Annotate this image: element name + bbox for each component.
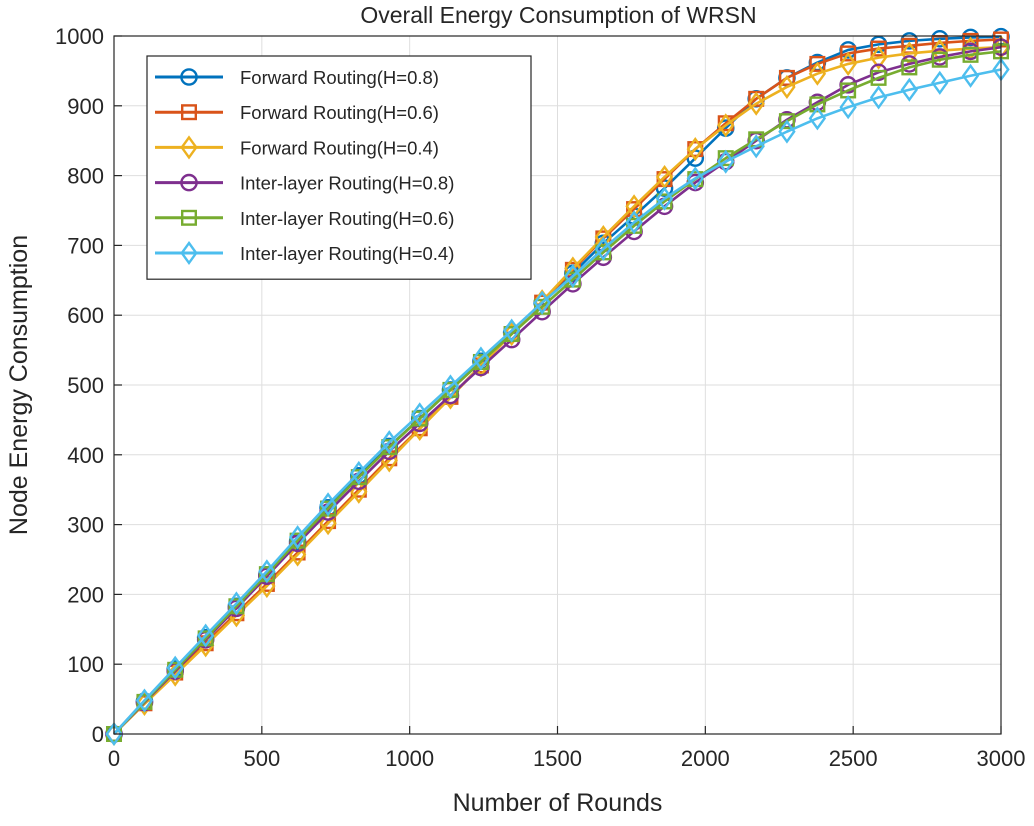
data-point: [105, 721, 123, 747]
x-tick-label: 1500: [533, 746, 582, 771]
legend-label: Inter-layer Routing(H=0.6): [240, 208, 454, 229]
legend-marker: [180, 68, 198, 86]
y-tick-label: 900: [67, 94, 104, 119]
legend-label: Forward Routing(H=0.6): [240, 102, 439, 123]
data-point: [778, 74, 796, 100]
data-point: [839, 95, 857, 120]
data-point: [778, 113, 795, 130]
y-tick-label: 100: [67, 652, 104, 677]
y-tick-label: 200: [67, 582, 104, 607]
data-point: [135, 691, 154, 717]
data-point: [901, 59, 918, 76]
data-point: [564, 264, 582, 289]
legend-item: Forward Routing(H=0.4): [155, 135, 439, 160]
y-tick-label: 500: [67, 373, 104, 398]
legend-label: Forward Routing(H=0.4): [240, 137, 439, 158]
legend-marker: [180, 240, 198, 266]
legend-marker: [180, 173, 198, 192]
legend-marker: [180, 104, 197, 121]
x-tick-label: 3000: [977, 746, 1026, 771]
legend: Forward Routing(H=0.8) Forward Routing(H=…: [146, 55, 532, 280]
data-point: [962, 46, 979, 63]
data-point: [931, 51, 948, 68]
legend-marker: [180, 135, 198, 160]
data-point: [380, 430, 398, 455]
data-point: [288, 542, 307, 567]
data-point: [319, 511, 337, 536]
legend-marker: [180, 209, 197, 226]
data-point: [809, 96, 826, 113]
data-point: [869, 45, 888, 70]
data-point: [594, 224, 613, 250]
data-point: [931, 70, 949, 95]
data-point: [288, 525, 307, 550]
data-point: [961, 63, 980, 88]
chart-title: Overall Energy Consumption of WRSN: [360, 2, 756, 28]
legend-label: Forward Routing(H=0.8): [240, 67, 439, 88]
y-tick-label: 300: [67, 513, 104, 538]
data-point: [441, 374, 460, 399]
y-tick-label: 800: [67, 164, 104, 189]
y-axis-label: Node Energy Consumption: [5, 235, 33, 535]
x-tick-label: 500: [243, 746, 280, 771]
data-point: [717, 113, 735, 138]
data-point: [717, 149, 735, 174]
legend-label: Inter-layer Routing(H=0.8): [240, 173, 454, 194]
y-tick-label: 400: [67, 443, 104, 468]
y-tick-label: 0: [92, 722, 104, 747]
data-point: [870, 69, 887, 86]
legend-label: Inter-layer Routing(H=0.4): [240, 243, 454, 264]
data-point: [808, 106, 827, 131]
legend-item: Inter-layer Routing(H=0.6): [155, 208, 454, 229]
data-point: [809, 55, 826, 72]
y-tick-label: 600: [67, 303, 104, 328]
data-point: [625, 210, 643, 235]
data-point: [778, 69, 795, 86]
data-point: [411, 402, 429, 427]
data-point: [747, 134, 765, 159]
data-point: [840, 45, 857, 62]
data-point: [839, 51, 857, 76]
legend-item: Inter-layer Routing(H=0.4): [155, 240, 454, 266]
data-point: [135, 688, 154, 713]
data-point: [747, 91, 765, 116]
data-point: [869, 85, 888, 110]
data-point: [655, 186, 674, 211]
data-point: [808, 61, 827, 86]
data-point: [319, 492, 337, 517]
data-point: [778, 119, 796, 144]
data-point: [502, 318, 521, 343]
x-tick-label: 2000: [681, 746, 730, 771]
data-point: [533, 290, 551, 315]
data-point: [472, 346, 490, 371]
y-tick-label: 700: [67, 233, 104, 258]
x-tick-label: 0: [108, 746, 120, 771]
x-axis-label: Number of Rounds: [453, 789, 663, 817]
legend-item: Forward Routing(H=0.8): [155, 67, 439, 88]
data-point: [900, 77, 919, 102]
x-tick-label: 1000: [385, 746, 434, 771]
legend-box: [146, 55, 532, 280]
y-tick-label: 1000: [55, 24, 104, 49]
data-point: [686, 137, 704, 162]
data-point: [227, 591, 246, 616]
series-line: [113, 50, 1002, 735]
data-point: [870, 40, 887, 57]
legend-item: Inter-layer Routing(H=0.8): [155, 173, 454, 194]
data-point: [258, 559, 276, 584]
data-point: [350, 460, 368, 486]
data-point: [166, 655, 184, 680]
data-point: [196, 623, 215, 648]
data-point: [625, 194, 643, 219]
data-point: [686, 166, 704, 191]
x-tick-label: 2500: [829, 746, 878, 771]
data-point: [594, 236, 613, 261]
ticks: 0 500 1000 1500 2000 2500 3000 0 100 200 300 400 500…: [55, 24, 1025, 771]
series-6: [105, 57, 1010, 747]
legend-item: Forward Routing(H=0.6): [155, 102, 439, 123]
